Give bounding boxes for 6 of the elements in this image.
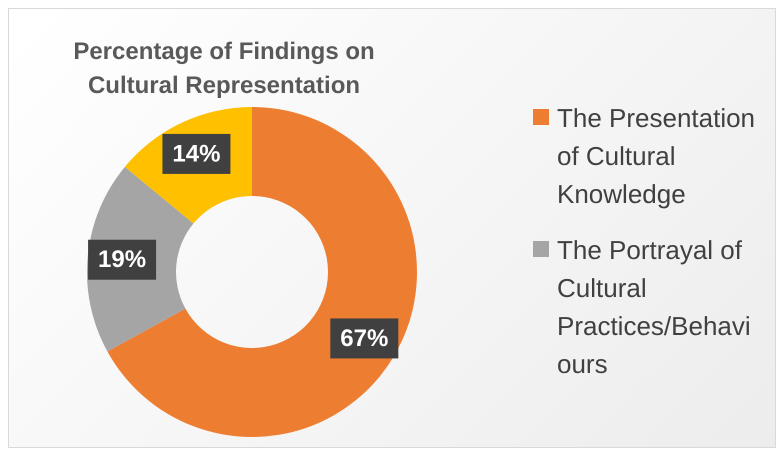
- legend-label: The Presentation of Cultural Knowledge: [557, 102, 756, 211]
- data-label: 67%: [340, 324, 388, 352]
- data-label: 14%: [172, 140, 220, 168]
- data-label: 19%: [98, 246, 146, 274]
- chart-title: Percentage of Findings on Cultural Representation: [72, 37, 376, 101]
- legend-label: The Portrayal of Cultural Practices/Behaviours: [557, 234, 752, 381]
